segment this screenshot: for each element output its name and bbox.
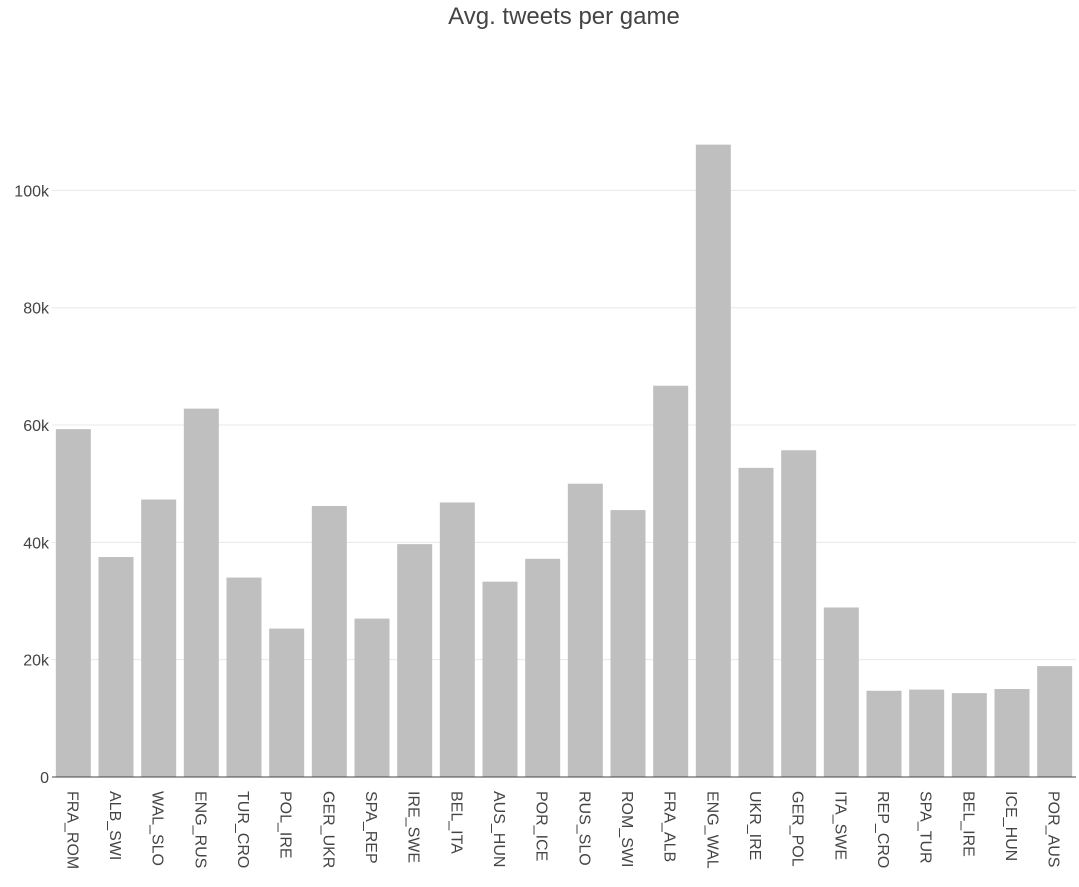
x-tick-label: ENG_WAL — [703, 791, 720, 869]
bar-pol-ire — [269, 628, 305, 777]
x-tick-label: FRA_ALB — [661, 791, 678, 862]
x-tick-label: IRE_SWE — [405, 791, 422, 863]
x-tick-label: SPA_TUR — [917, 791, 934, 864]
bar-por-aus — [1037, 666, 1073, 777]
y-tick-label: 100k — [14, 183, 50, 200]
y-tick-label: 80k — [23, 301, 50, 318]
bar-ita-swe — [823, 607, 859, 777]
bar-eng-wal — [695, 144, 731, 777]
y-tick-label: 0 — [40, 770, 49, 787]
x-tick-label: ENG_RUS — [191, 791, 208, 868]
x-tick-label: FRA_ROM — [63, 791, 80, 869]
bar-ger-pol — [781, 450, 817, 777]
y-tick-label: 40k — [23, 535, 50, 552]
bar-wal-slo — [141, 499, 177, 777]
x-tick-label: SPA_REP — [362, 791, 379, 864]
x-axis-ticks: FRA_ROM ALB_SWI WAL_SLO ENG_RUS TUR_CRO POL_I… — [63, 791, 1061, 869]
x-tick-label: REP_CRO — [874, 791, 891, 868]
bar-ukr-ire — [738, 467, 774, 777]
x-tick-label: POR_ICE — [533, 791, 550, 861]
bar-ire-swe — [397, 544, 433, 777]
bar-eng-rus — [183, 408, 219, 777]
bars — [55, 144, 1073, 777]
chart-title: Avg. tweets per game — [448, 3, 680, 30]
y-tick-label: 60k — [23, 418, 50, 435]
x-tick-label: ICE_HUN — [1002, 791, 1019, 861]
x-tick-label: GER_POL — [789, 791, 806, 867]
bar-rus-slo — [567, 483, 603, 777]
bar-fra-alb — [653, 385, 689, 777]
x-tick-label: ITA_SWE — [831, 791, 848, 860]
bar-fra-rom — [55, 429, 91, 777]
x-tick-label: POR_AUS — [1045, 791, 1062, 867]
x-tick-label: WAL_SLO — [149, 791, 166, 866]
bar-spa-rep — [354, 618, 390, 777]
x-tick-label: ALB_SWI — [106, 791, 123, 860]
x-tick-label: BEL_IRE — [959, 791, 976, 857]
bar-bel-ita — [439, 502, 475, 777]
x-tick-label: BEL_ITA — [447, 791, 464, 854]
bar-alb-swi — [98, 557, 134, 777]
x-tick-label: POL_IRE — [277, 791, 294, 859]
bar-rep-cro — [866, 690, 902, 777]
bar-por-ice — [525, 558, 561, 777]
bar-ger-ukr — [311, 505, 347, 777]
x-tick-label: ROM_SWI — [618, 791, 635, 867]
x-tick-label: UKR_IRE — [746, 791, 763, 860]
x-tick-label: AUS_HUN — [490, 791, 507, 867]
bar-rom-swi — [610, 510, 646, 777]
x-tick-label: TUR_CRO — [234, 791, 251, 868]
y-tick-label: 20k — [23, 653, 50, 670]
bar-bel-ire — [951, 693, 987, 777]
x-tick-label: GER_UKR — [319, 791, 336, 868]
x-tick-label: RUS_SLO — [575, 791, 592, 866]
y-axis-ticks: 0 20k 40k 60k 80k 100k — [14, 183, 50, 787]
bar-ice-hun — [994, 689, 1030, 777]
gridlines — [52, 189, 1076, 661]
bar-spa-tur — [909, 689, 945, 777]
bar-aus-hun — [482, 581, 518, 777]
bar-tur-cro — [226, 577, 262, 777]
